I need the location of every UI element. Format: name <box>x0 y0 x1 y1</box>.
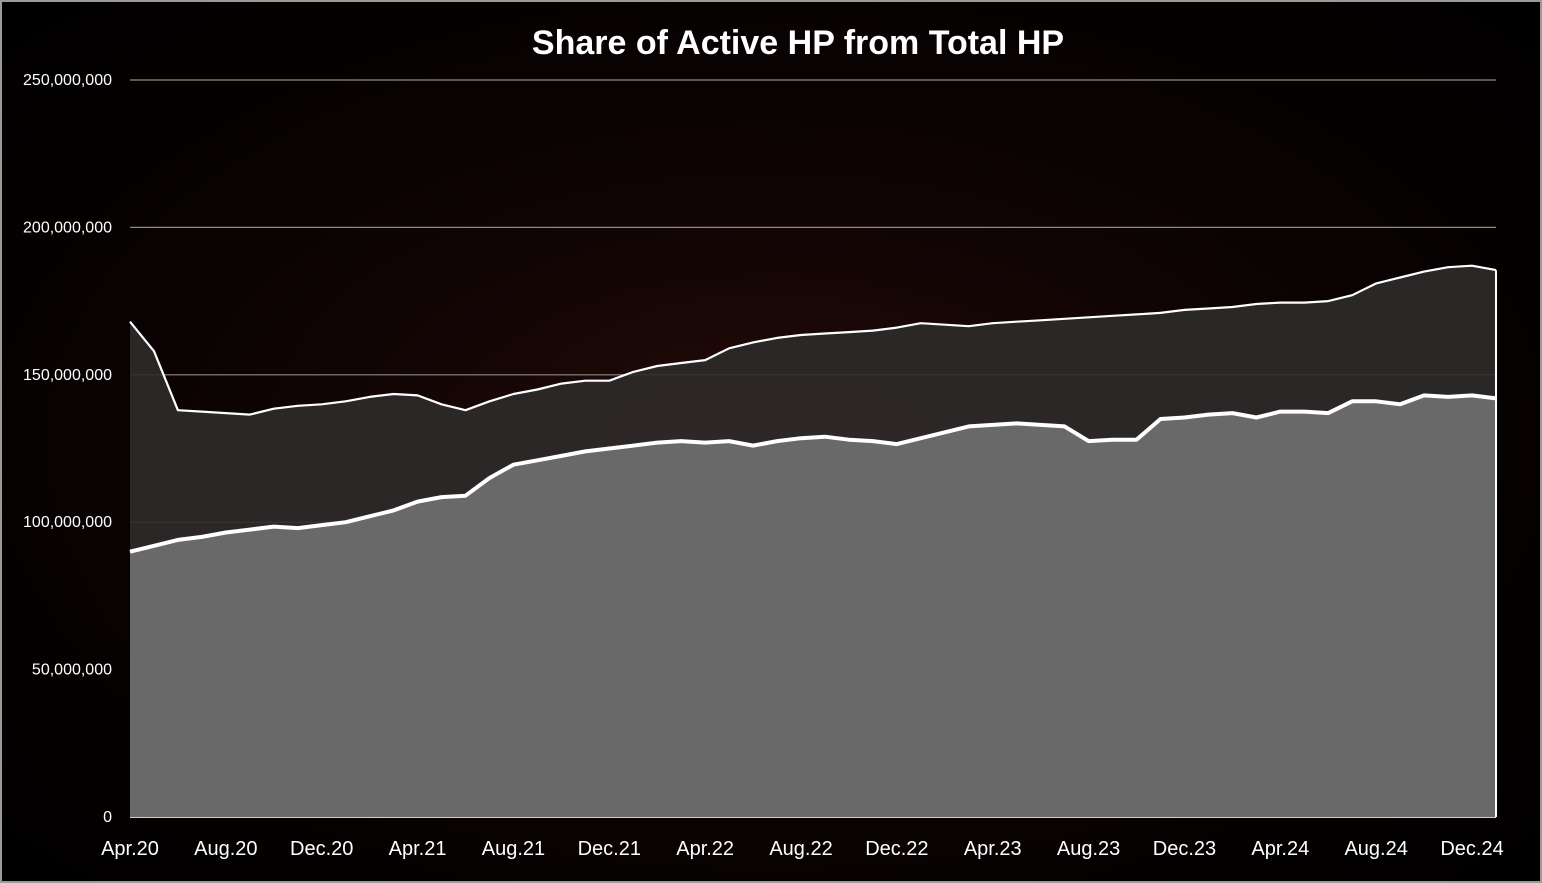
x-tick-label: Apr.23 <box>964 838 1022 860</box>
x-tick-label: Dec.23 <box>1153 838 1216 860</box>
x-tick-label: Dec.21 <box>578 838 641 860</box>
y-tick-label: 150,000,000 <box>23 367 112 384</box>
x-tick-label: Aug.21 <box>482 838 545 860</box>
y-tick-label: 50,000,000 <box>32 662 112 679</box>
x-tick-label: Aug.20 <box>194 838 257 860</box>
x-tick-label: Dec.22 <box>865 838 928 860</box>
x-tick-label: Apr.24 <box>1251 838 1309 860</box>
total_hp-line <box>129 264 1497 416</box>
x-axis-ticks: Apr.20 Aug.20 Dec.20 Apr.21 Aug.21 Dec.21 Apr.… <box>101 838 1504 860</box>
x-tick-label: Apr.22 <box>676 838 734 860</box>
active_hp-line <box>129 393 1497 554</box>
y-axis-ticks: 0 50,000,000 100,000,000 150,000,000 200,000… <box>23 72 112 826</box>
x-tick-label: Aug.24 <box>1344 838 1407 860</box>
area-layer <box>130 265 1496 817</box>
active_hp-area <box>130 395 1496 817</box>
x-tick-label: Apr.20 <box>101 838 159 860</box>
y-tick-label: 200,000,000 <box>23 219 112 236</box>
x-tick-label: Aug.22 <box>769 838 832 860</box>
y-tick-label: 250,000,000 <box>23 72 112 89</box>
x-tick-label: Aug.23 <box>1057 838 1120 860</box>
x-tick-label: Dec.20 <box>290 838 353 860</box>
chart-title: Share of Active HP from Total HP <box>532 24 1064 62</box>
x-tick-label: Apr.21 <box>389 838 447 860</box>
y-tick-label: 100,000,000 <box>23 514 112 531</box>
x-tick-label: Dec.24 <box>1440 838 1503 860</box>
y-tick-label: 0 <box>103 809 112 826</box>
line-layer <box>129 264 1497 817</box>
